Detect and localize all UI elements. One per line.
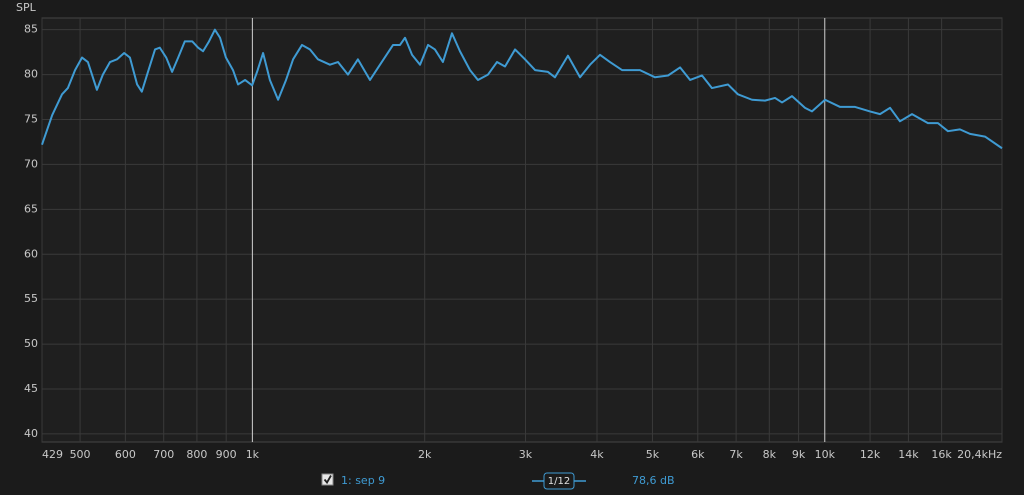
x-tick-label: 14k [898, 448, 919, 461]
x-tick-label: 8k [763, 448, 777, 461]
x-tick-label: 6k [691, 448, 705, 461]
x-tick-label: 9k [792, 448, 806, 461]
checkmark [323, 475, 332, 485]
y-tick-label: 80 [24, 68, 38, 81]
x-tick-label: 4k [590, 448, 604, 461]
cursor-value: 78,6 dB [632, 474, 675, 487]
y-tick-label: 55 [24, 292, 38, 305]
y-tick-label: 65 [24, 202, 38, 215]
y-tick-label: 45 [24, 382, 38, 395]
y-tick-label: 40 [24, 427, 38, 440]
x-tick-label: 5k [646, 448, 660, 461]
smoothing-label: 1/12 [548, 476, 570, 487]
x-tick-label: 500 [70, 448, 91, 461]
data-line [41, 28, 1003, 150]
x-tick-label: 800 [186, 448, 207, 461]
x-tick-label: 429 [42, 448, 63, 461]
x-tick-label: 900 [216, 448, 237, 461]
x-tick-label: 700 [153, 448, 174, 461]
x-tick-label: 3k [519, 448, 533, 461]
x-tick-label: 20,4kHz [957, 448, 1002, 461]
x-tick-label: 16k [931, 448, 952, 461]
smoothing-button[interactable] [543, 472, 575, 490]
x-tick-label: 12k [860, 448, 881, 461]
plot-area [41, 17, 1003, 443]
y-tick-label: 70 [24, 157, 38, 170]
checkbox[interactable] [321, 473, 334, 486]
legend-entry[interactable]: 1: sep 9 [341, 474, 385, 487]
y-tick-label: 85 [24, 23, 38, 36]
x-tick-label: 2k [418, 448, 432, 461]
legend: 1: sep 9 1/12 78,6 dB [321, 472, 675, 490]
x-tick-label: 1k [246, 448, 260, 461]
x-tick-label: 600 [115, 448, 136, 461]
y-tick-label: 50 [24, 337, 38, 350]
y-tick-label: 75 [24, 113, 38, 126]
y-tick-label: 60 [24, 247, 38, 260]
y-axis-label: SPL [16, 1, 37, 14]
x-tick-label: 7k [729, 448, 743, 461]
x-tick-label: 10k [815, 448, 836, 461]
